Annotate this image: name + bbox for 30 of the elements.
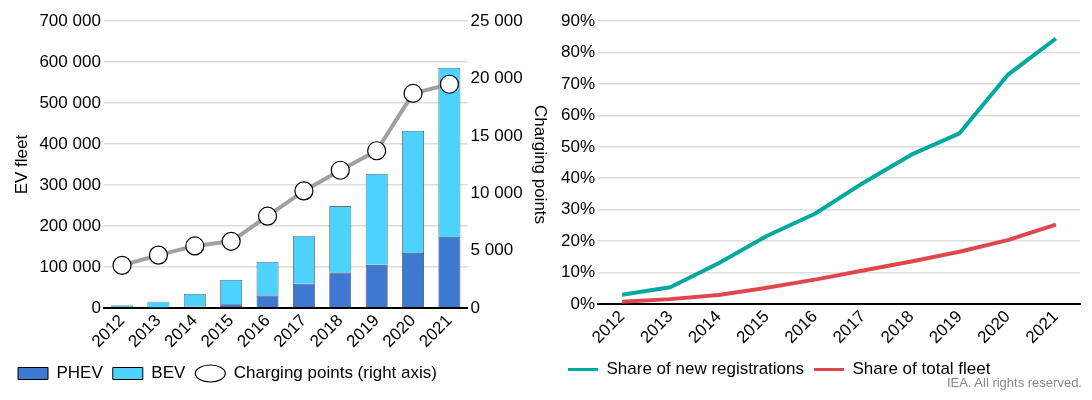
y-tick-label: 0% [570,293,596,313]
y-axis-title: EV fleet [11,134,31,195]
y-tick-label: 400 000 [39,133,101,153]
y-tick-label: 700 000 [39,10,101,30]
y-tick-label: 70% [560,73,596,93]
y2-tick-label: 15 000 [470,125,523,145]
y2-tick-label: 10 000 [470,182,523,202]
y2-axis-title: Charging points [531,104,551,225]
y-tick-label: 0 [91,297,101,317]
y-tick-label: 600 000 [39,51,101,71]
legend-label: Share of new registrations [606,359,804,379]
y2-tick-label: 20 000 [470,68,523,88]
y-tick-label: 80% [560,42,596,62]
y-tick-label: 40% [560,167,596,187]
y2-tick-label: 5 000 [470,240,514,260]
y-tick-label: 200 000 [39,215,101,235]
y-tick-label: 500 000 [39,92,101,112]
y-tick-label: 100 000 [39,256,101,276]
legend-label: PHEV [56,363,104,383]
y-tick-label: 30% [560,199,596,219]
y-tick-label: 60% [560,105,596,125]
y-tick-label: 10% [560,262,596,282]
legend-label: BEV [151,363,186,383]
legend-label: Charging points (right axis) [233,363,437,383]
y-tick-label: 50% [560,136,596,156]
y2-tick-label: 0 [470,297,481,317]
y-tick-label: 300 000 [39,174,101,194]
y-tick-label: 90% [560,10,596,30]
y2-tick-label: 25 000 [470,10,523,30]
y-tick-label: 20% [560,230,596,250]
